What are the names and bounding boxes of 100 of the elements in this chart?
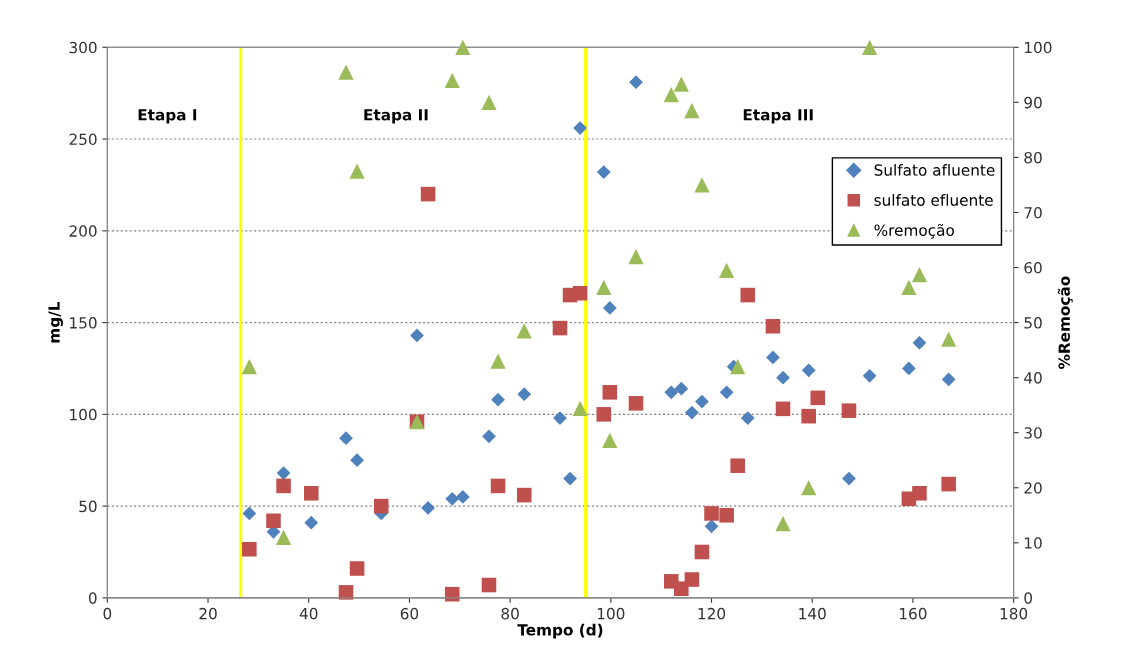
point (941, 372, 956, 387)
point (685, 405, 699, 420)
point (842, 471, 856, 486)
point (801, 408, 816, 424)
point (410, 328, 424, 343)
point (421, 501, 435, 515)
point (491, 392, 505, 407)
x-tick-label: 60 (400, 607, 419, 620)
point (276, 466, 291, 480)
point (481, 577, 497, 593)
point (684, 103, 700, 119)
point (684, 572, 700, 587)
point (490, 353, 506, 369)
point (573, 121, 587, 135)
point (740, 411, 755, 425)
point (730, 458, 745, 474)
point (663, 87, 679, 103)
y-tick-label: 0 (88, 592, 97, 604)
point (455, 490, 470, 504)
point (841, 403, 857, 418)
point (304, 515, 319, 530)
point (765, 318, 781, 334)
point (602, 301, 617, 315)
point (704, 519, 719, 534)
point (730, 359, 746, 375)
y2-tick-label: 40 (1024, 372, 1042, 384)
point (516, 323, 532, 339)
point (596, 279, 612, 295)
point (719, 508, 734, 523)
point (276, 478, 291, 494)
point (810, 390, 826, 406)
x-tick-label: 180 (1000, 607, 1028, 620)
point (420, 186, 436, 202)
x-tick-label: 100 (597, 607, 625, 620)
x-tick-label: 160 (900, 607, 927, 620)
point (862, 39, 878, 55)
y2-tick-label: 50 (1024, 317, 1042, 329)
point (704, 506, 719, 521)
point (241, 359, 257, 375)
y-tick-label: 50 (79, 500, 97, 513)
point (596, 165, 611, 179)
point (242, 506, 257, 521)
point (801, 480, 817, 496)
point (338, 64, 354, 80)
x-tick-label: 80 (501, 607, 519, 620)
legend-label: sulfato efluente (874, 194, 993, 206)
point (740, 287, 756, 303)
annotation: Etapa I (138, 109, 197, 124)
point (941, 476, 956, 492)
point (596, 407, 612, 422)
y2-tick-label: 60 (1024, 262, 1042, 274)
y2-tick-label: 100 (1025, 41, 1052, 54)
point (349, 163, 365, 179)
legend-label: %remoção (874, 223, 954, 239)
x-axis-title: Tempo (d) (517, 623, 603, 639)
x-tick-label: 40 (299, 607, 318, 620)
point (445, 491, 460, 506)
y-tick-label: 100 (70, 408, 97, 421)
y2-tick-label: 90 (1024, 96, 1042, 109)
y-tick-label: 300 (69, 41, 97, 54)
point (303, 485, 319, 501)
x-tick-label: 20 (199, 607, 217, 620)
point (552, 320, 568, 336)
x-tick-label: 120 (698, 607, 726, 620)
point (902, 361, 916, 376)
point (695, 394, 709, 409)
point (719, 262, 735, 278)
point (628, 248, 644, 265)
y2-tick-label: 70 (1024, 206, 1042, 219)
point (481, 94, 497, 110)
point (719, 385, 734, 400)
point (490, 478, 506, 494)
point (912, 485, 927, 501)
point (775, 401, 791, 417)
y2-tick-label: 10 (1025, 537, 1042, 549)
point (775, 515, 791, 532)
point (628, 396, 644, 411)
point (455, 39, 471, 55)
point (674, 381, 689, 396)
y-tick-label: 150 (70, 317, 97, 329)
y2-tick-label: 0 (1024, 592, 1033, 604)
y-axis-title: mg/L (48, 301, 63, 343)
point (766, 350, 780, 365)
y2-tick-label: 20 (1024, 482, 1042, 494)
y2-tick-label: 30 (1024, 427, 1042, 439)
point (482, 429, 496, 444)
point (350, 453, 364, 468)
annotation: Etapa II (364, 109, 428, 124)
point (912, 335, 927, 350)
point (444, 72, 460, 88)
point (694, 177, 710, 193)
y-tick-label: 250 (69, 133, 97, 146)
point (776, 370, 790, 385)
point (572, 285, 588, 301)
point (602, 385, 618, 400)
point (339, 431, 353, 446)
point (801, 363, 816, 378)
point (664, 385, 679, 400)
point (901, 279, 917, 295)
y2-tick-label: 80 (1024, 151, 1042, 164)
